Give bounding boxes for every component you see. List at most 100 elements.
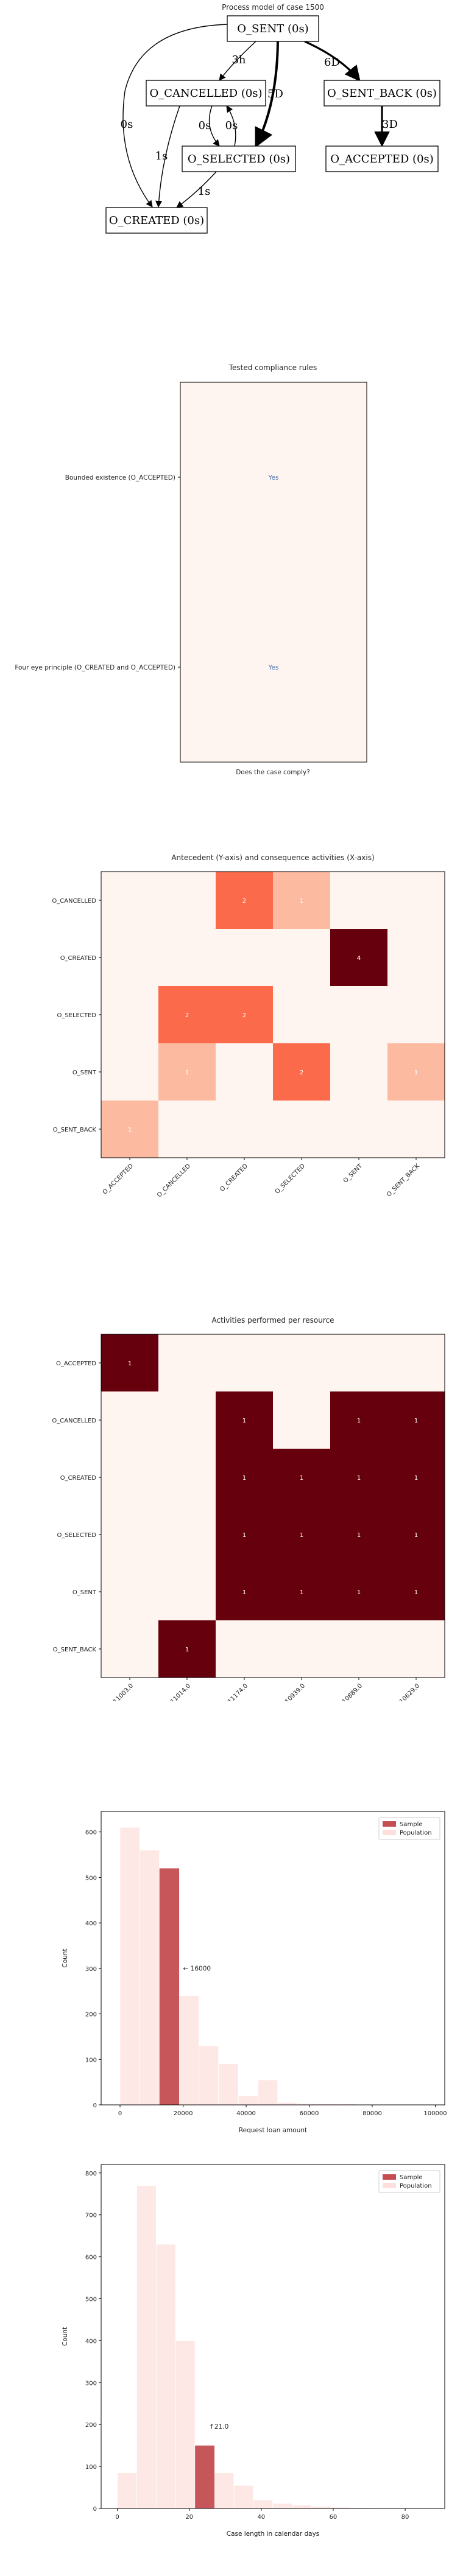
population-bar <box>311 2506 331 2509</box>
node-created <box>105 207 208 234</box>
heatmap-cell <box>387 1449 445 1507</box>
node-label-sentback: O_SENT_BACK (0s) <box>327 87 437 100</box>
heatmap-cell-value: 1 <box>414 1069 418 1076</box>
heatmap-y-label: O_SENT_BACK <box>53 1647 97 1653</box>
edge-label-sentback-accepted: 3D <box>382 118 398 131</box>
node-selected <box>182 145 296 172</box>
edge-selected-cancelled <box>226 105 236 147</box>
node-accepted <box>325 145 439 172</box>
y-axis-label: Count <box>62 1948 69 1967</box>
edge-sent-created <box>122 24 228 208</box>
y-tick-label: 400 <box>85 1920 97 1927</box>
x-tick-label: 40000 <box>236 2110 256 2117</box>
heatmap-cell-value: 1 <box>414 1532 418 1539</box>
edge-cancelled-selected <box>208 105 220 147</box>
heatmap-x-label: 11003.0 <box>112 1682 135 1701</box>
heatmap-cell <box>330 1101 388 1158</box>
x-tick-label: 60000 <box>300 2110 319 2117</box>
node-sentback <box>323 80 440 107</box>
heatmap-x-label: O_SENT_BACK <box>386 1163 421 1198</box>
heatmap-cell <box>216 1391 274 1449</box>
heatmap-cell-value: 1 <box>242 1418 246 1424</box>
heatmap-cell <box>387 1101 445 1158</box>
population-bar <box>139 1850 160 2105</box>
heatmap-cell <box>330 1506 388 1564</box>
legend-label-population: Population <box>400 1830 432 1836</box>
heatmap-cell <box>101 1334 159 1392</box>
y-tick-label: 300 <box>85 1966 97 1973</box>
y-tick-label: 200 <box>85 2422 97 2429</box>
heatmap-cell-value: 1 <box>414 1589 418 1596</box>
heatmap-cell-value: 1 <box>300 1475 303 1482</box>
x-tick-label: 20 <box>185 2514 193 2521</box>
population-bar <box>117 2473 137 2509</box>
y-tick-label: 600 <box>85 1830 97 1836</box>
heatmap-x-label: 10939.0 <box>284 1682 306 1701</box>
population-bar <box>119 1827 140 2105</box>
x-tick-label: 20000 <box>174 2110 193 2117</box>
heatmap-cell <box>101 1506 159 1564</box>
population-bar <box>175 2340 196 2509</box>
heatmap-cell-value: 2 <box>300 1069 303 1076</box>
edge-label-cancelled-selected: 0s <box>199 119 211 132</box>
heatmap-cell <box>101 872 159 929</box>
heatmap-y-label: O_CANCELLED <box>52 1418 96 1424</box>
heatmap-x-label: 11014.0 <box>169 1682 192 1701</box>
heatmap-cell <box>158 872 216 929</box>
heatmap-cell <box>216 1334 274 1392</box>
x-tick-label: 100000 <box>423 2110 447 2117</box>
heatmap-cell <box>387 1506 445 1564</box>
heatmap-cell <box>330 1620 388 1678</box>
heatmap-cell <box>216 929 274 987</box>
edge-label-selected-created: 1s <box>198 185 211 198</box>
heatmap-cell <box>101 1449 159 1507</box>
edge-label-cancelled-created: 1s <box>155 150 168 163</box>
heatmap-cell-value: 1 <box>357 1418 361 1424</box>
edge-label-sent-created: 0s <box>121 118 133 131</box>
activities-per-resource-heatmap: Activities performed per resource 11 1 11 1… <box>52 1316 445 1701</box>
y-tick-label: 500 <box>85 1875 97 1881</box>
heatmap-cell <box>273 929 331 987</box>
heatmap-cell <box>216 1101 274 1158</box>
population-bar <box>136 2185 157 2509</box>
heatmap-cell <box>216 872 274 929</box>
heatmap-y-label: O_ACCEPTED <box>56 1360 96 1367</box>
heatmap-x-label: 11174.0 <box>227 1682 249 1701</box>
heatmap-cell <box>216 1449 274 1507</box>
edge-cancelled-created <box>155 105 180 208</box>
x-tick-label: 80 <box>401 2514 409 2521</box>
y-tick-label: 0 <box>93 2506 97 2513</box>
heatmap-cell <box>273 872 331 929</box>
heatmap-cell <box>330 1334 388 1392</box>
population-bar <box>277 2102 298 2105</box>
heatmap-cell <box>158 929 216 987</box>
heatmap-cell <box>387 1043 445 1101</box>
heatmap-y-label: O_SENT <box>72 1589 97 1596</box>
sample-bar <box>159 1868 180 2105</box>
x-tick-label: 60 <box>330 2514 338 2521</box>
heatmap-cell <box>101 1043 159 1101</box>
heatmap-y-label: O_CREATED <box>60 955 97 962</box>
population-bar <box>253 2499 274 2509</box>
legend-swatch-sample <box>383 2174 396 2180</box>
y-axis-label: Count <box>62 2327 69 2346</box>
heatmap-cell-value: 1 <box>242 1589 246 1596</box>
heatmap-cell <box>330 1563 388 1621</box>
heatmap-cell-value: 1 <box>414 1475 418 1482</box>
x-tick-label: 0 <box>115 2514 119 2521</box>
heatmap-cell <box>101 929 159 987</box>
y-tick-label: 400 <box>85 2338 97 2345</box>
x-tick-label: 40 <box>257 2514 265 2521</box>
compliance-xlabel: Does the case comply? <box>236 769 310 776</box>
heatmap-cell-value: 2 <box>242 898 246 905</box>
y-tick-label: 700 <box>85 2213 97 2219</box>
node-label-created: O_CREATED (0s) <box>109 214 204 227</box>
heatmap-x-label: 10629.0 <box>398 1682 421 1701</box>
heatmap-cell-value: 2 <box>242 1012 246 1019</box>
edge-sent-sentback <box>304 40 361 82</box>
heatmap-cell <box>101 1101 159 1158</box>
edge-selected-created <box>176 171 217 208</box>
heatmap-x-label: O_CREATED <box>219 1163 249 1193</box>
heatmap-x-label: O_SENT <box>342 1163 364 1185</box>
